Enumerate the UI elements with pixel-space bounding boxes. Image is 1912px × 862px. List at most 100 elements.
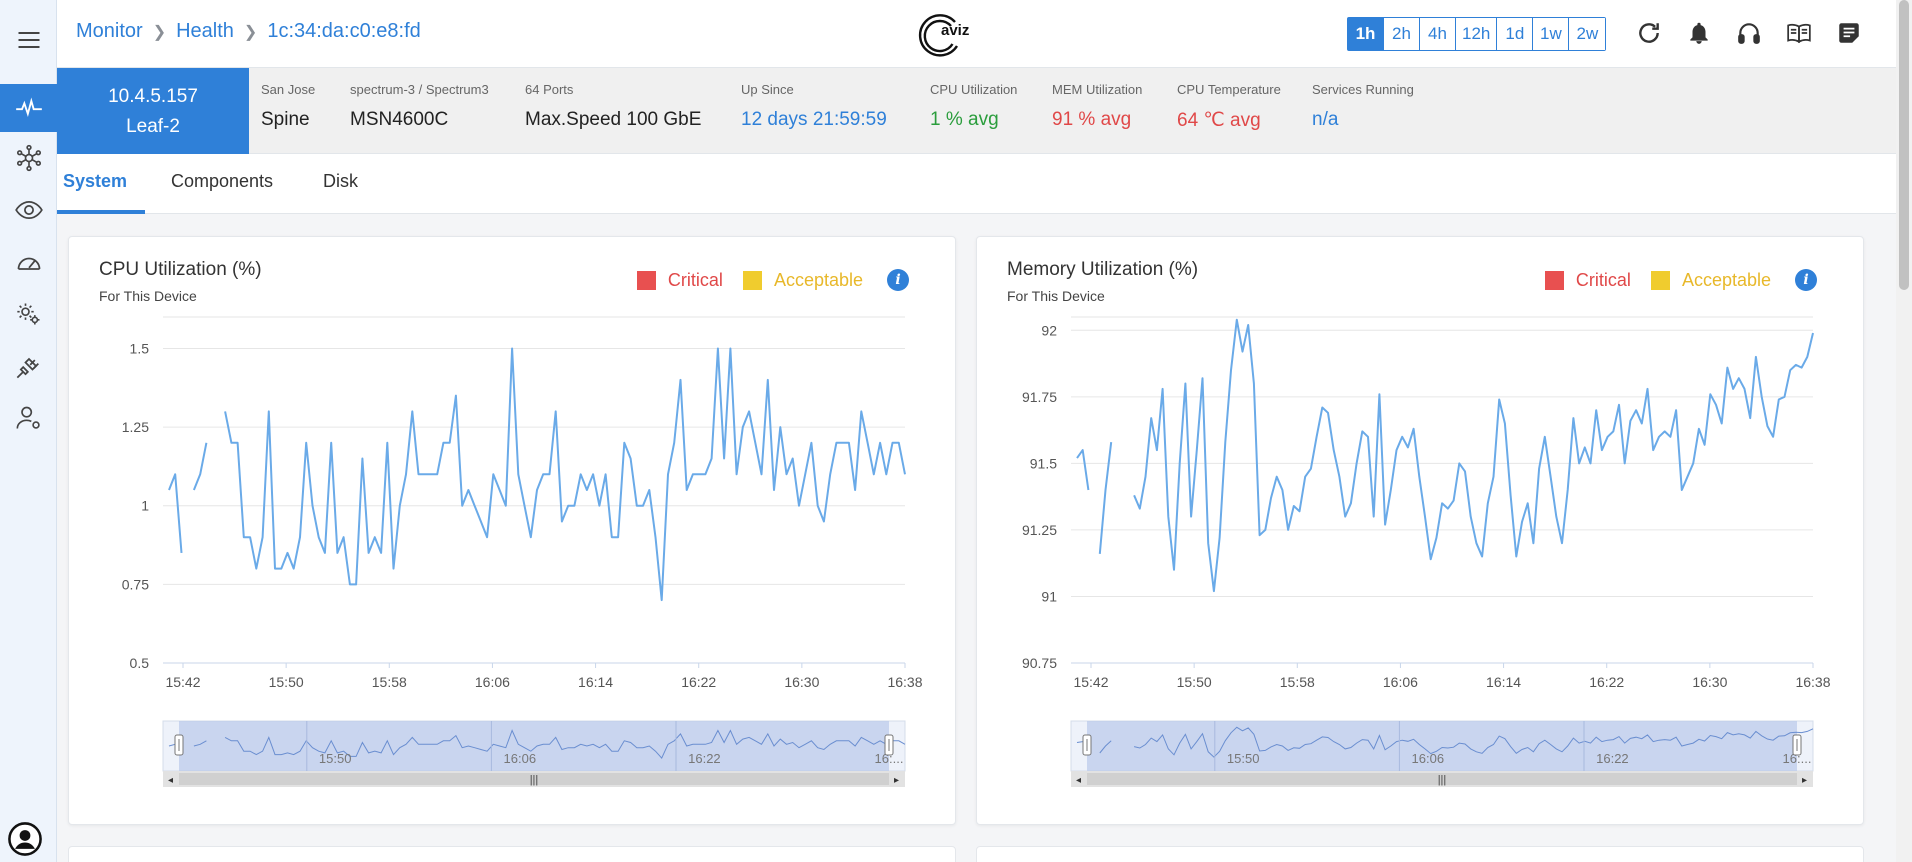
legend-critical-label[interactable]: Critical <box>1575 269 1631 290</box>
cpu-utilization-chart[interactable]: 0.5 0.75 1 1.25 1.5 15:42 15:50 15:58 16:06 16:14… <box>69 237 957 826</box>
range-2h-button[interactable]: 2h <box>1384 18 1420 50</box>
info-label: Up Since <box>741 82 794 97</box>
sidebar-item-integrations[interactable] <box>0 342 57 390</box>
range-4h-button[interactable]: 4h <box>1420 18 1456 50</box>
scroll-right-arrow-icon: ▸ <box>894 775 899 786</box>
x-tick-label: 16:38 <box>887 674 922 690</box>
top-header: Monitor ❯ Health ❯ 1c:34:da:c0:e8:fd avi… <box>57 0 1912 68</box>
series-line <box>1076 318 1814 593</box>
x-tick-label: 16:14 <box>1486 674 1521 690</box>
scrollbar-thumb[interactable] <box>1899 0 1909 290</box>
book-icon <box>1787 23 1811 44</box>
legend-critical-label[interactable]: Critical <box>667 269 723 290</box>
memory-utilization-panel: Memory Utilization (%) For This Device C… <box>976 236 1864 825</box>
breadcrumb-device: 1c:34:da:c0:e8:fd <box>267 20 421 42</box>
range-1w-button[interactable]: 1w <box>1533 18 1570 50</box>
documentation-button[interactable] <box>1784 18 1814 48</box>
plug-icon <box>16 357 39 379</box>
logo-text: aviz <box>941 22 970 39</box>
support-button[interactable] <box>1734 18 1764 48</box>
zoom-window <box>179 721 889 771</box>
x-tick-label: 16:14 <box>578 674 613 690</box>
range-1h-button[interactable]: 1h <box>1348 18 1384 50</box>
breadcrumb-health[interactable]: Health <box>176 20 234 42</box>
zoom-label: 16:22 <box>688 751 721 766</box>
x-tick-label: 16:06 <box>1383 674 1418 690</box>
page-scrollbar[interactable] <box>1896 0 1912 862</box>
breadcrumb-monitor[interactable]: Monitor <box>76 20 143 42</box>
y-tick-label: 91.5 <box>1030 455 1057 471</box>
legend-critical-swatch[interactable] <box>636 270 656 290</box>
x-tick-label: 16:06 <box>475 674 510 690</box>
legend-critical-swatch[interactable] <box>1544 270 1564 290</box>
sidebar-item-dashboard[interactable] <box>0 238 57 286</box>
refresh-button[interactable] <box>1634 18 1664 48</box>
info-platform: spectrum-3 / Spectrum3 MSN4600C <box>350 82 489 131</box>
info-ports: 64 Ports Max.Speed 100 GbE <box>525 82 701 131</box>
sidebar-item-visibility[interactable] <box>0 186 57 234</box>
info-label: spectrum-3 / Spectrum3 <box>350 82 489 97</box>
legend-acceptable-label[interactable]: Acceptable <box>1681 269 1771 290</box>
y-tick-label: 0.5 <box>130 655 150 671</box>
y-tick-label: 0.75 <box>122 576 149 592</box>
range-2w-button[interactable]: 2w <box>1569 18 1606 50</box>
info-value: MSN4600C <box>350 109 449 130</box>
info-services-running: Services Running n/a <box>1312 82 1414 131</box>
menu-button[interactable] <box>0 16 57 64</box>
info-value: 1 % avg <box>930 109 999 130</box>
y-tick-label: 1.5 <box>130 340 150 356</box>
x-tick-label: 16:30 <box>1692 674 1727 690</box>
info-label: 64 Ports <box>525 82 574 97</box>
refresh-icon <box>1639 23 1659 43</box>
network-icon <box>16 144 41 172</box>
legend-acceptable-label[interactable]: Acceptable <box>773 269 863 290</box>
chart-title: CPU Utilization (%) <box>99 259 262 280</box>
gauge-icon <box>17 257 40 270</box>
y-tick-label: 1 <box>141 498 149 514</box>
info-value: n/a <box>1312 109 1339 130</box>
gears-icon <box>16 303 39 325</box>
scroll-right-arrow-icon: ▸ <box>1802 775 1807 786</box>
info-value: Max.Speed 100 GbE <box>525 109 702 130</box>
info-value: 64 ℃ avg <box>1177 110 1261 131</box>
zoom-label: 16:06 <box>1412 751 1445 766</box>
x-tick-label: 15:50 <box>1177 674 1212 690</box>
info-cpu-temperature: CPU Temperature 64 ℃ avg <box>1177 82 1281 132</box>
tab-system[interactable]: System <box>63 171 128 191</box>
info-label: MEM Utilization <box>1052 82 1143 97</box>
info-mem-utilization: MEM Utilization 91 % avg <box>1052 82 1142 131</box>
zoom-label: 16:... <box>875 751 904 766</box>
chart-legend: Critical Acceptable i <box>636 269 909 291</box>
info-icon[interactable]: i <box>887 269 909 291</box>
x-tick-label: 15:42 <box>165 674 200 690</box>
notifications-button[interactable] <box>1684 18 1714 48</box>
zoom-label: 15:50 <box>319 751 352 766</box>
range-12h-button[interactable]: 12h <box>1456 18 1498 50</box>
pulse-icon <box>15 97 42 118</box>
info-label: CPU Utilization <box>930 82 1018 97</box>
y-tick-label: 91.75 <box>1022 389 1057 405</box>
legend-acceptable-swatch[interactable] <box>742 270 762 290</box>
sidebar-item-settings[interactable] <box>0 290 57 338</box>
memory-utilization-chart[interactable]: 90.75 91 91.25 91.5 91.75 92 15:42 15:50 15:58 16… <box>977 237 1865 826</box>
sidebar-item-topology[interactable] <box>0 134 57 182</box>
chart-subtitle: For This Device <box>99 288 197 304</box>
sidebar-item-monitor[interactable] <box>0 84 57 132</box>
scroll-grip-icon: ||| <box>1438 774 1447 786</box>
info-icon[interactable]: i <box>1795 269 1817 291</box>
range-1d-button[interactable]: 1d <box>1497 18 1534 50</box>
notes-button[interactable] <box>1834 18 1864 48</box>
tab-components[interactable]: Components <box>171 171 274 191</box>
x-tick-label: 16:38 <box>1795 674 1830 690</box>
sidebar-item-users[interactable] <box>0 394 57 442</box>
legend-acceptable-swatch[interactable] <box>1650 270 1670 290</box>
notes-icon <box>1839 23 1859 43</box>
account-avatar[interactable] <box>8 822 42 856</box>
zoom-label: 16:22 <box>1596 751 1629 766</box>
account-circle-icon <box>8 822 42 856</box>
x-tick-label: 16:30 <box>784 674 819 690</box>
y-tick-label: 1.25 <box>122 419 149 435</box>
tab-disk[interactable]: Disk <box>323 171 358 191</box>
y-tick-label: 90.75 <box>1022 655 1057 671</box>
user-gear-icon <box>16 406 40 429</box>
